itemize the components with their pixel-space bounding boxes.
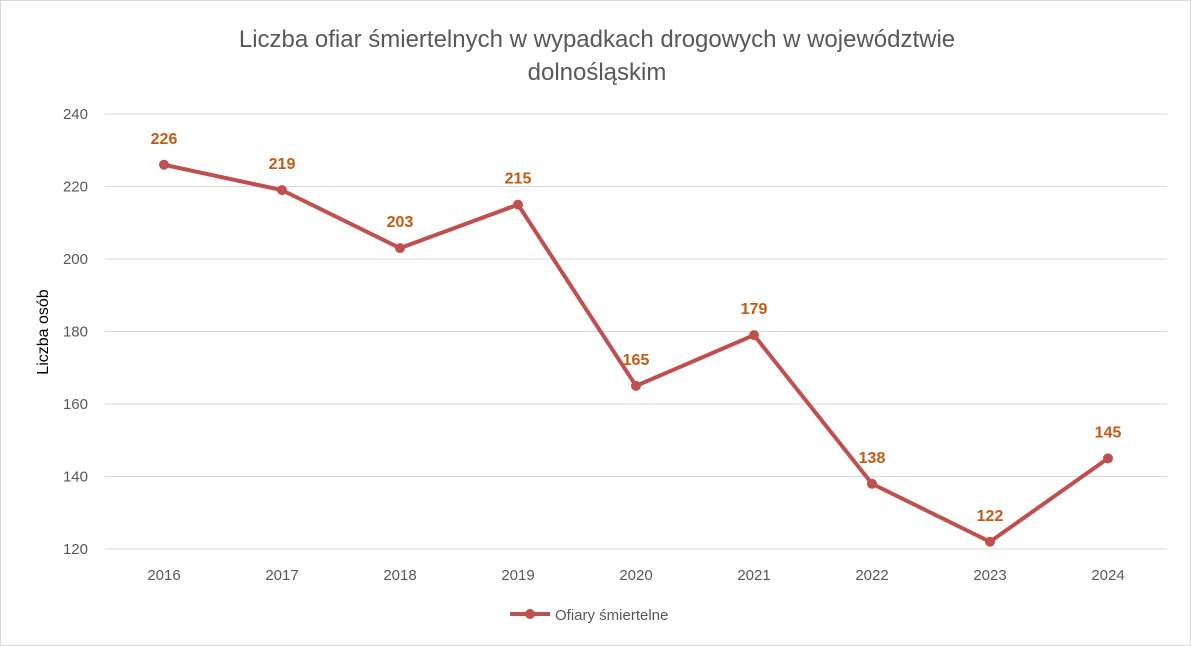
- data-label: 215: [505, 171, 532, 188]
- data-point: [867, 478, 877, 489]
- data-point: [631, 380, 641, 391]
- x-tick-label: 2020: [619, 567, 652, 584]
- x-tick-label: 2022: [855, 567, 888, 584]
- data-point: [1103, 453, 1113, 464]
- data-point: [513, 199, 523, 210]
- x-tick-label: 2021: [737, 567, 770, 584]
- y-tick-label: 120: [63, 541, 88, 558]
- data-point: [985, 536, 995, 547]
- legend: Ofiary śmiertelne: [510, 607, 668, 624]
- y-tick-label: 240: [63, 106, 88, 123]
- data-point: [749, 330, 759, 341]
- data-label: 203: [387, 214, 414, 231]
- x-tick-label: 2016: [147, 567, 180, 584]
- y-tick-label: 180: [63, 324, 88, 341]
- data-label: 226: [151, 131, 178, 148]
- chart-title-line-2: dolnośląskim: [528, 59, 667, 86]
- data-point: [159, 159, 169, 170]
- x-tick-label: 2017: [265, 567, 298, 584]
- x-tick-label: 2018: [383, 567, 416, 584]
- chart-title-line-1: Liczba ofiar śmiertelnych w wypadkach dr…: [239, 26, 955, 53]
- data-label: 122: [977, 508, 1004, 525]
- data-label: 165: [623, 352, 650, 369]
- x-tick-label: 2019: [501, 567, 534, 584]
- data-point: [277, 185, 287, 196]
- y-tick-label: 140: [63, 469, 88, 486]
- y-tick-label: 200: [63, 251, 88, 268]
- data-point: [395, 243, 405, 254]
- legend-dot-marker: [525, 609, 535, 619]
- data-label: 179: [741, 301, 768, 318]
- legend-label: Ofiary śmiertelne: [555, 607, 668, 624]
- data-label: 219: [269, 156, 296, 173]
- y-tick-label: 220: [63, 179, 88, 196]
- x-tick-label: 2024: [1091, 567, 1124, 584]
- y-axis-label: Liczba osób: [35, 289, 52, 374]
- x-tick-label: 2023: [973, 567, 1006, 584]
- data-label: 145: [1095, 424, 1122, 441]
- data-label: 138: [859, 450, 886, 467]
- y-tick-label: 160: [63, 396, 88, 413]
